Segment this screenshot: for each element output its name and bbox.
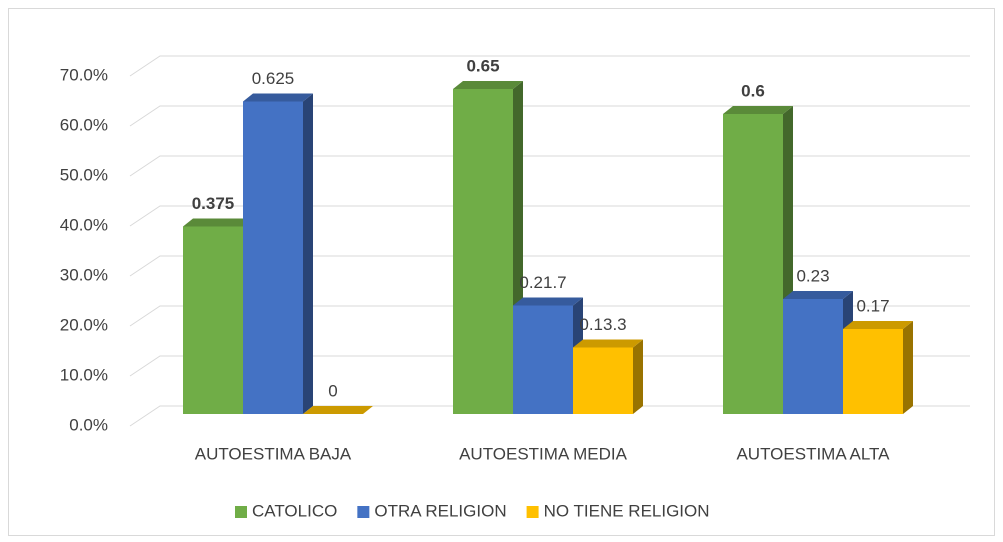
y-tick-label: 60.0% bbox=[60, 115, 108, 134]
bar-front bbox=[573, 347, 633, 414]
value-label: 0.13.3 bbox=[579, 315, 626, 334]
grid-line bbox=[129, 255, 970, 277]
y-tick-label: 20.0% bbox=[60, 315, 108, 334]
bar bbox=[453, 81, 523, 414]
bar-top bbox=[453, 81, 523, 89]
value-label: 0.65 bbox=[466, 56, 499, 75]
x-tick-label: AUTOESTIMA MEDIA bbox=[459, 444, 627, 463]
legend-swatch bbox=[526, 506, 539, 518]
bar-front bbox=[513, 305, 573, 414]
bar-top bbox=[183, 218, 253, 227]
grid-line bbox=[129, 105, 970, 127]
bar bbox=[303, 406, 373, 414]
bar bbox=[843, 321, 913, 414]
x-tick-label: AUTOESTIMA ALTA bbox=[736, 444, 890, 463]
value-label: 0.375 bbox=[192, 194, 235, 213]
bar bbox=[513, 297, 583, 414]
y-tick-label: 50.0% bbox=[60, 165, 108, 184]
bar-front bbox=[723, 114, 783, 414]
grid-line bbox=[129, 305, 970, 327]
bar-top bbox=[573, 339, 643, 348]
y-tick-label: 10.0% bbox=[60, 365, 108, 384]
bar-top bbox=[303, 406, 373, 414]
bar-front bbox=[783, 299, 843, 414]
bar-side bbox=[303, 93, 313, 414]
bar-top bbox=[723, 106, 793, 114]
bar-front bbox=[243, 101, 303, 414]
bar-top bbox=[783, 291, 853, 299]
value-label: 0.17 bbox=[856, 296, 889, 315]
bar-front bbox=[843, 329, 903, 414]
grid-line bbox=[129, 355, 970, 377]
y-tick-label: 0.0% bbox=[69, 415, 108, 434]
y-tick-label: 40.0% bbox=[60, 215, 108, 234]
grid-line bbox=[129, 55, 970, 77]
legend-swatch bbox=[235, 506, 247, 518]
bar bbox=[723, 106, 793, 414]
bar-front bbox=[183, 226, 243, 414]
bar bbox=[573, 339, 643, 414]
value-label: 0.625 bbox=[252, 69, 295, 88]
legend-label: CATOLICO bbox=[252, 501, 337, 520]
grid-line bbox=[129, 155, 970, 177]
bar-top bbox=[243, 93, 313, 102]
bar-top bbox=[513, 297, 583, 306]
legend-label: NO TIENE RELIGION bbox=[544, 501, 710, 520]
bar-side bbox=[903, 321, 913, 414]
bar-side bbox=[633, 339, 643, 414]
value-label: 0.23 bbox=[796, 266, 829, 285]
value-label: 0.21.7 bbox=[519, 273, 566, 292]
legend-swatch bbox=[357, 506, 370, 518]
bar-front bbox=[453, 89, 513, 414]
x-tick-label: AUTOESTIMA BAJA bbox=[195, 444, 352, 463]
value-label: 0 bbox=[328, 381, 337, 400]
bar bbox=[183, 218, 253, 414]
grid-line bbox=[129, 205, 970, 227]
bar bbox=[783, 291, 853, 414]
bar-top bbox=[843, 321, 913, 329]
y-tick-label: 70.0% bbox=[60, 65, 108, 84]
y-tick-label: 30.0% bbox=[60, 265, 108, 284]
value-label: 0.6 bbox=[741, 81, 765, 100]
bar bbox=[243, 93, 313, 414]
grid-line bbox=[129, 405, 970, 427]
legend-label: OTRA RELIGION bbox=[374, 501, 506, 520]
